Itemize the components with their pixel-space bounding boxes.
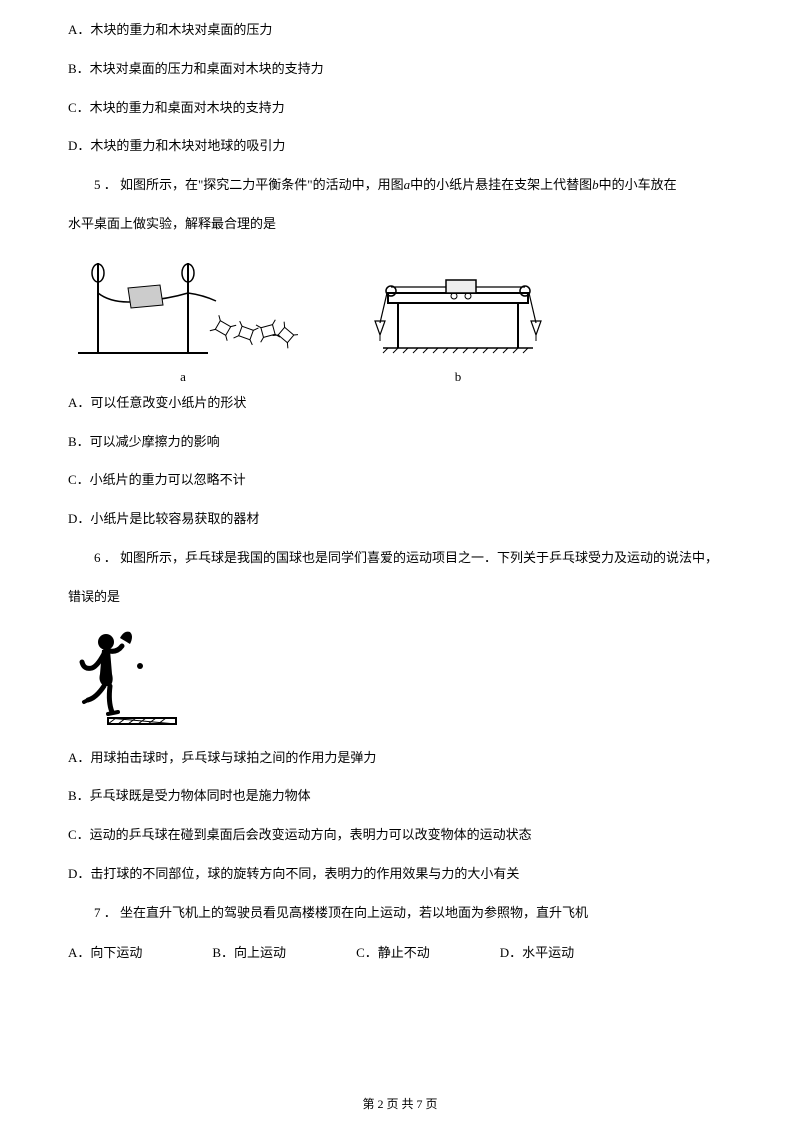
page-footer: 第 2 页 共 7 页 [0, 1095, 800, 1112]
q4-option-a: A．木块的重力和木块对桌面的压力 [68, 20, 732, 41]
q6-option-c: C．运动的乒乓球在碰到桌面后会改变运动方向，表明力可以改变物体的运动状态 [68, 825, 732, 846]
q5-figure-a-box: a [68, 253, 298, 385]
q5-stem-pre: 5 ． 如图所示，在"探究二力平衡条件"的活动中，用图 [94, 177, 404, 192]
q5-figure-row: a b [68, 253, 732, 385]
q7-option-b: B．向上运动 [212, 942, 286, 961]
q6-option-a: A．用球拍击球时，乒乓球与球拍之间的作用力是弹力 [68, 748, 732, 769]
q5-option-a: A．可以任意改变小纸片的形状 [68, 393, 732, 414]
q5-figure-b-label: b [455, 369, 462, 385]
q7-option-c: C．静止不动 [356, 942, 430, 961]
q5-option-c: C．小纸片的重力可以忽略不计 [68, 470, 732, 491]
q5-stem-line1: 5 ． 如图所示，在"探究二力平衡条件"的活动中，用图a中的小纸片悬挂在支架上代… [68, 175, 732, 196]
q5-stem-line2: 水平桌面上做实验，解释最合理的是 [68, 214, 732, 235]
q5-figure-b-box: b [358, 263, 558, 385]
q5-stem-mid: 中的小纸片悬挂在支架上代替图 [410, 177, 592, 192]
q6-option-b: B．乒乓球既是受力物体同时也是施力物体 [68, 786, 732, 807]
q7-stem: 7 ． 坐在直升飞机上的驾驶员看见高楼楼顶在向上运动，若以地面为参照物，直升飞机 [68, 903, 732, 924]
q4-option-d: D．木块的重力和木块对地球的吸引力 [68, 136, 732, 157]
q5-figure-a-label: a [180, 369, 186, 385]
q4-option-b: B．木块对桌面的压力和桌面对木块的支持力 [68, 59, 732, 80]
q6-option-d: D．击打球的不同部位，球的旋转方向不同，表明力的作用效果与力的大小有关 [68, 864, 732, 885]
q7-option-d: D．水平运动 [500, 942, 574, 961]
q6-figure [68, 626, 732, 736]
q7-option-a: A．向下运动 [68, 942, 142, 961]
q6-figure-svg [68, 626, 178, 736]
q5-stem-post: 中的小车放在 [599, 177, 677, 192]
q6-stem-line2: 错误的是 [68, 587, 732, 608]
q5-option-b: B．可以减少摩擦力的影响 [68, 432, 732, 453]
q5-figure-b-svg [358, 263, 558, 363]
q5-option-d: D．小纸片是比较容易获取的器材 [68, 509, 732, 530]
q7-options-row: A．向下运动 B．向上运动 C．静止不动 D．水平运动 [68, 942, 732, 961]
q6-stem-line1: 6 ． 如图所示，乒乓球是我国的国球也是同学们喜爱的运动项目之一．下列关于乒乓球… [68, 548, 732, 569]
q4-option-c: C．木块的重力和桌面对木块的支持力 [68, 98, 732, 119]
q5-figure-a-svg [68, 253, 298, 363]
